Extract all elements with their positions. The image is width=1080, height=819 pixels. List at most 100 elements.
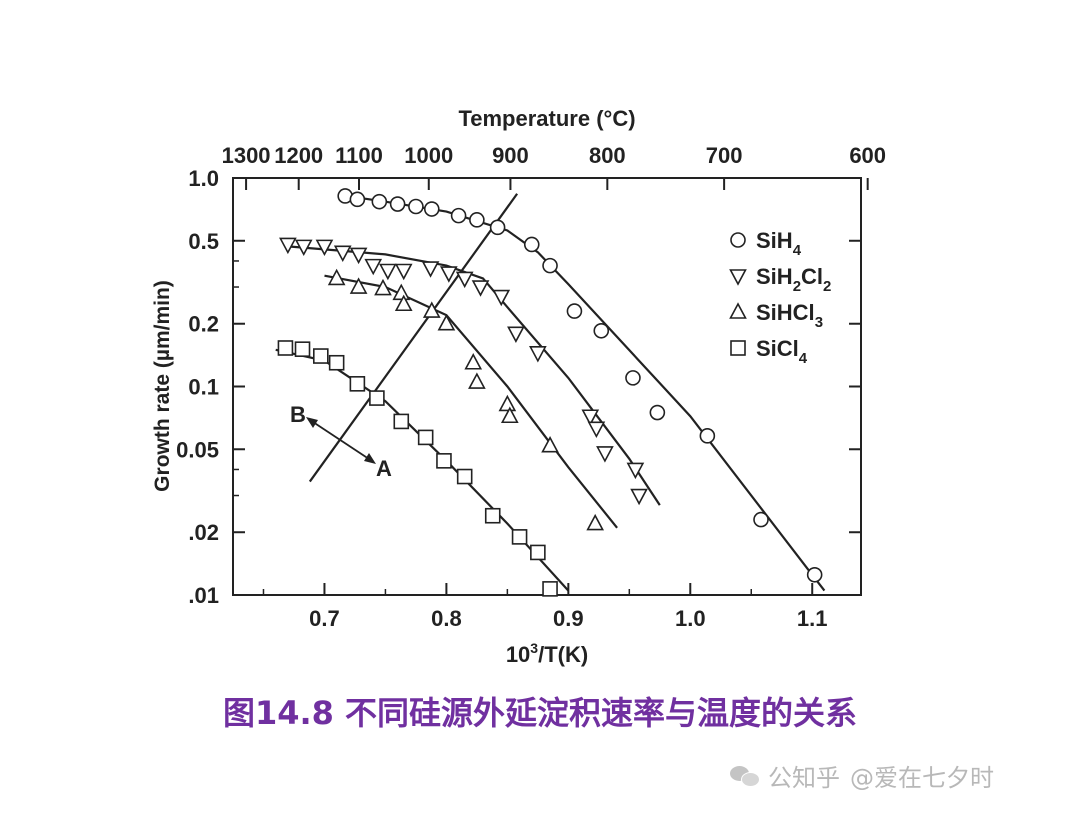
data-point-triangle-down xyxy=(581,409,600,426)
x-tick-label: 1.0 xyxy=(675,606,706,631)
data-point-circle xyxy=(349,191,366,208)
watermark: 公知乎 @爱在七夕时 xyxy=(730,758,1004,793)
top-tick-label: 1000 xyxy=(404,143,453,168)
data-point-square xyxy=(349,376,366,392)
x-axis-label: 103/T(K) xyxy=(506,640,588,667)
arrow-head-a xyxy=(364,453,376,464)
data-point-square xyxy=(393,413,410,430)
data-point-triangle-down xyxy=(455,271,474,289)
data-point-square xyxy=(277,340,294,356)
top-tick-label: 1200 xyxy=(274,143,323,168)
y-axis-label: Growth rate (µm/min) xyxy=(151,280,174,492)
data-point-triangle-down xyxy=(596,446,614,463)
transition-line xyxy=(308,193,519,483)
data-point-triangle-up xyxy=(468,372,486,389)
legend-label: SiCl4 xyxy=(756,336,808,367)
data-point-square xyxy=(456,468,473,485)
data-point-triangle-down xyxy=(421,261,440,278)
y-tick-label: .01 xyxy=(188,583,219,608)
data-point-triangle-down xyxy=(379,263,397,281)
data-point-circle xyxy=(806,566,823,583)
data-point-square xyxy=(484,507,501,524)
data-point-triangle-down xyxy=(492,289,511,307)
data-point-circle xyxy=(523,236,540,253)
data-point-square xyxy=(417,429,434,446)
regime-arrow xyxy=(309,419,373,462)
top-tick-label: 800 xyxy=(589,143,626,168)
legend-marker-square xyxy=(730,340,746,356)
data-point-square xyxy=(530,544,546,561)
data-point-circle xyxy=(649,404,666,421)
figure-caption: 图14.8 不同硅源外延淀积速率与温度的关系 xyxy=(222,694,858,732)
data-point-triangle-up xyxy=(422,301,441,318)
x-tick-label: 0.8 xyxy=(431,606,462,631)
legend-label: SiHCl3 xyxy=(756,300,823,331)
data-point-triangle-up xyxy=(349,277,368,294)
y-tick-label: 0.1 xyxy=(188,375,219,400)
legend-marker-triangle-down xyxy=(729,269,747,286)
arrow-head-b xyxy=(306,417,318,428)
data-point-triangle-down xyxy=(364,258,383,276)
arrow-label-a: A xyxy=(376,456,392,481)
data-point-square xyxy=(294,341,311,357)
x-tick-label: 1.1 xyxy=(797,606,828,631)
x-tick-label: 0.7 xyxy=(309,606,340,631)
data-point-circle xyxy=(593,322,610,339)
y-tick-label: 0.05 xyxy=(176,437,219,462)
wechat-icon xyxy=(730,764,760,788)
data-point-circle xyxy=(625,370,641,386)
data-point-triangle-up xyxy=(327,268,346,286)
fit-line-circle xyxy=(338,193,826,592)
watermark-prefix: 公知乎 xyxy=(768,764,840,792)
fit-line-triangle-down xyxy=(287,245,661,506)
data-point-triangle-down xyxy=(507,326,525,343)
y-tick-label: .02 xyxy=(188,520,219,545)
data-point-square xyxy=(436,453,452,469)
data-point-square xyxy=(511,529,528,545)
data-point-triangle-up xyxy=(374,278,392,296)
fit-line-triangle-up xyxy=(324,274,618,529)
y-tick-label: 0.2 xyxy=(188,312,219,337)
data-point-triangle-up xyxy=(437,314,456,331)
data-point-triangle-up xyxy=(500,406,519,424)
data-point-triangle-up xyxy=(586,513,605,531)
data-point-triangle-up xyxy=(464,353,483,370)
top-axis-label: Temperature (°C) xyxy=(458,106,635,131)
data-point-circle xyxy=(408,198,424,215)
data-point-triangle-down xyxy=(587,421,606,439)
data-point-triangle-down xyxy=(630,488,648,506)
top-tick-label: 1300 xyxy=(222,143,271,168)
data-point-triangle-up xyxy=(394,294,413,312)
legend-marker-triangle-up xyxy=(729,302,747,319)
data-point-circle xyxy=(699,428,716,444)
data-point-triangle-down xyxy=(333,245,352,263)
top-tick-label: 700 xyxy=(706,143,743,168)
data-point-circle xyxy=(542,257,558,274)
data-point-triangle-down xyxy=(279,237,297,255)
watermark-account: @爱在七夕时 xyxy=(850,764,994,792)
growth-rate-chart: 0.7 0.8 0.9 1.0 1.1 1.0 0.5 0.2 0.1 0.05 .02 .01 130… xyxy=(151,106,886,667)
data-point-triangle-down xyxy=(394,263,413,281)
legend-marker-circle xyxy=(730,232,746,248)
data-point-triangle-down xyxy=(471,280,490,297)
data-point-square xyxy=(328,354,345,371)
data-point-square xyxy=(312,348,329,364)
top-tick-label: 600 xyxy=(849,143,886,168)
y-tick-label: 0.5 xyxy=(188,229,219,254)
data-point-triangle-down xyxy=(440,266,458,283)
legend-label: SiH4 xyxy=(756,228,802,259)
arrow-label-b: B xyxy=(290,402,306,427)
top-tick-label: 1100 xyxy=(335,143,383,168)
data-point-triangle-up xyxy=(498,394,517,412)
data-point-triangle-down xyxy=(294,239,313,257)
data-point-triangle-down xyxy=(315,239,334,257)
data-point-triangle-down xyxy=(349,247,368,265)
x-tick-label: 0.9 xyxy=(553,606,584,631)
data-point-circle xyxy=(489,219,506,236)
data-point-circle xyxy=(566,303,583,319)
data-point-circle xyxy=(389,196,406,212)
y-tick-label: 1.0 xyxy=(188,166,219,191)
data-point-triangle-down xyxy=(529,346,547,363)
data-point-square xyxy=(369,390,385,406)
data-point-circle xyxy=(450,207,467,224)
